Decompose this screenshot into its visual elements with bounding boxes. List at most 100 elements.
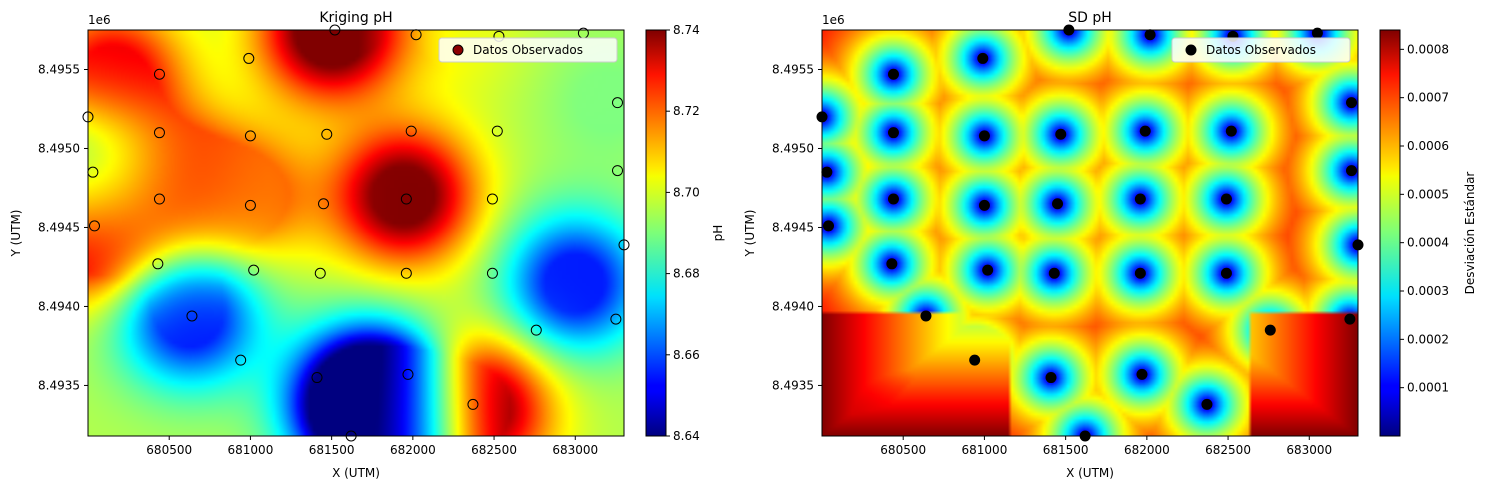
observed-point (886, 258, 898, 270)
colorbar-tick-label: 8.74 (673, 23, 700, 37)
observed-point (400, 267, 412, 279)
observed-point (1045, 372, 1057, 384)
x-axis-label-sd: X (UTM) (1066, 466, 1114, 480)
x-ticks-kriging: 680500 681000 681500 682000 682500 683000 (146, 436, 598, 457)
observed-point (153, 68, 165, 80)
observed-point (1344, 313, 1356, 325)
observed-point (311, 372, 323, 384)
colorbar-tick-label: 0.0003 (1407, 284, 1449, 298)
colorbar-tick-label: 0.0006 (1407, 139, 1449, 153)
observed-point (822, 220, 834, 232)
observed-point (612, 165, 624, 177)
observed-point (248, 264, 260, 276)
observed-point (1134, 267, 1146, 279)
colorbar-tick-label: 8.72 (673, 104, 700, 118)
colorbar-tick-label: 0.0002 (1407, 332, 1449, 346)
observed-point (969, 354, 981, 366)
colorbar-tick-label: 8.70 (673, 185, 700, 199)
observed-point (610, 313, 622, 325)
observed-point (1346, 165, 1358, 177)
legend-label-kriging: Datos Observados (473, 43, 583, 57)
observed-point (1055, 128, 1067, 140)
x-tick-label: 682000 (1124, 443, 1170, 457)
observed-point (491, 125, 503, 137)
y-tick-label: 8.4945 (38, 220, 80, 234)
observed-point (978, 199, 990, 211)
observed-point (153, 193, 165, 205)
chart-title-sd: SD pH (1068, 10, 1112, 26)
x-tick-label: 682000 (390, 443, 436, 457)
colorbar-kriging: 8.64 8.66 8.68 8.70 8.72 8.74 pH (645, 23, 725, 443)
observed-point (243, 52, 255, 64)
colorbar-tick-label: 0.0008 (1407, 42, 1449, 56)
colorbar-sd-ticks: 0.0001 0.0002 0.0003 0.0004 0.0005 0.0006 0.00… (1400, 42, 1449, 395)
x-tick-label: 681500 (309, 443, 355, 457)
y-ticks-kriging: 8.4935 8.4940 8.4945 8.4950 8.4955 (38, 62, 88, 392)
legend-marker-kriging (452, 44, 464, 56)
observed-point (87, 166, 99, 178)
colorbar-tick-label: 8.64 (673, 429, 700, 443)
observed-point (186, 310, 198, 322)
y-tick-label: 8.4935 (38, 378, 80, 392)
kriging-panel: Kriging pH 1e6 680500 681000 681500 682000 6… (9, 10, 725, 480)
heatmap-sd (822, 30, 1358, 436)
heatmap-sd-area (822, 30, 1358, 436)
x-tick-label: 681000 (962, 443, 1008, 457)
observed-point (612, 97, 624, 109)
observed-point (1139, 125, 1151, 137)
y-tick-label: 8.4940 (772, 299, 814, 313)
observed-point (321, 128, 333, 140)
observed-point (1264, 324, 1276, 336)
legend-marker-sd (1185, 44, 1197, 56)
x-tick-label: 683000 (552, 443, 598, 457)
y-tick-label: 8.4935 (772, 378, 814, 392)
y-tick-label: 8.4940 (38, 299, 80, 313)
observed-point (314, 267, 326, 279)
observed-point (978, 130, 990, 142)
colorbar-tick-label: 0.0007 (1407, 91, 1449, 105)
observed-point (486, 193, 498, 205)
observed-point (235, 354, 247, 366)
colorbar-tick-label: 8.66 (673, 348, 700, 362)
plot-frame-sd (821, 29, 1359, 437)
x-tick-label: 682500 (1205, 443, 1251, 457)
y-ticks-sd: 8.4935 8.4940 8.4945 8.4950 8.4955 (772, 62, 822, 392)
x-tick-label: 680500 (880, 443, 926, 457)
heatmap-kriging-area (88, 30, 624, 436)
observed-point (887, 193, 899, 205)
x-tick-label: 682500 (471, 443, 517, 457)
observed-point (153, 127, 165, 139)
colorbar-kriging-bar (645, 29, 667, 437)
colorbar-sd-bar (1379, 29, 1401, 437)
y-offset-label-kriging: 1e6 (88, 13, 111, 27)
y-tick-label: 8.4955 (772, 62, 814, 76)
observed-point (244, 199, 256, 211)
observed-point (1052, 198, 1064, 210)
observed-point (530, 324, 542, 336)
y-tick-label: 8.4950 (38, 141, 80, 155)
observed-point (887, 68, 899, 80)
colorbar-tick-label: 0.0001 (1407, 381, 1449, 395)
observed-point (410, 29, 422, 41)
legend-box-sd (1171, 37, 1351, 63)
legend-sd: Datos Observados (1171, 37, 1351, 63)
y-tick-label: 8.4950 (772, 141, 814, 155)
observed-point (920, 310, 932, 322)
x-tick-label: 681500 (1043, 443, 1089, 457)
colorbar-sd-label: Desviación Estándar (1463, 172, 1477, 295)
observed-point (1220, 267, 1232, 279)
observed-point (152, 258, 164, 270)
y-tick-label: 8.4945 (772, 220, 814, 234)
colorbar-tick-label: 8.68 (673, 267, 700, 281)
colorbar-tick-label: 0.0004 (1407, 236, 1449, 250)
observed-point (318, 198, 330, 210)
observed-point (1201, 398, 1213, 410)
x-axis-label-kriging: X (UTM) (332, 466, 380, 480)
observed-point (486, 267, 498, 279)
y-axis-label-sd: Y (UTM) (743, 210, 757, 258)
observed-point (244, 130, 256, 142)
legend-label-sd: Datos Observados (1206, 43, 1316, 57)
observed-point (1220, 193, 1232, 205)
x-tick-label: 681000 (228, 443, 274, 457)
